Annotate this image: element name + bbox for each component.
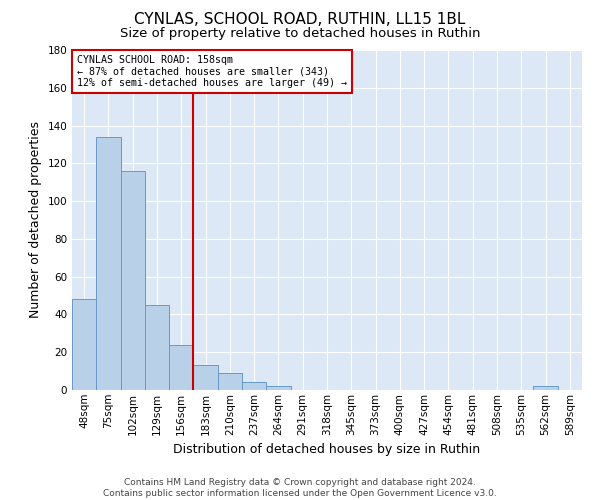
Bar: [533, 386, 558, 390]
Bar: [96, 137, 121, 390]
Text: CYNLAS, SCHOOL ROAD, RUTHIN, LL15 1BL: CYNLAS, SCHOOL ROAD, RUTHIN, LL15 1BL: [134, 12, 466, 28]
Bar: [169, 344, 193, 390]
X-axis label: Distribution of detached houses by size in Ruthin: Distribution of detached houses by size …: [173, 443, 481, 456]
Bar: [145, 305, 169, 390]
Bar: [266, 386, 290, 390]
Text: Size of property relative to detached houses in Ruthin: Size of property relative to detached ho…: [120, 28, 480, 40]
Bar: [193, 366, 218, 390]
Text: CYNLAS SCHOOL ROAD: 158sqm
← 87% of detached houses are smaller (343)
12% of sem: CYNLAS SCHOOL ROAD: 158sqm ← 87% of deta…: [77, 55, 347, 88]
Text: Contains HM Land Registry data © Crown copyright and database right 2024.
Contai: Contains HM Land Registry data © Crown c…: [103, 478, 497, 498]
Y-axis label: Number of detached properties: Number of detached properties: [29, 122, 42, 318]
Bar: [242, 382, 266, 390]
Bar: [121, 171, 145, 390]
Bar: [72, 300, 96, 390]
Bar: [218, 373, 242, 390]
